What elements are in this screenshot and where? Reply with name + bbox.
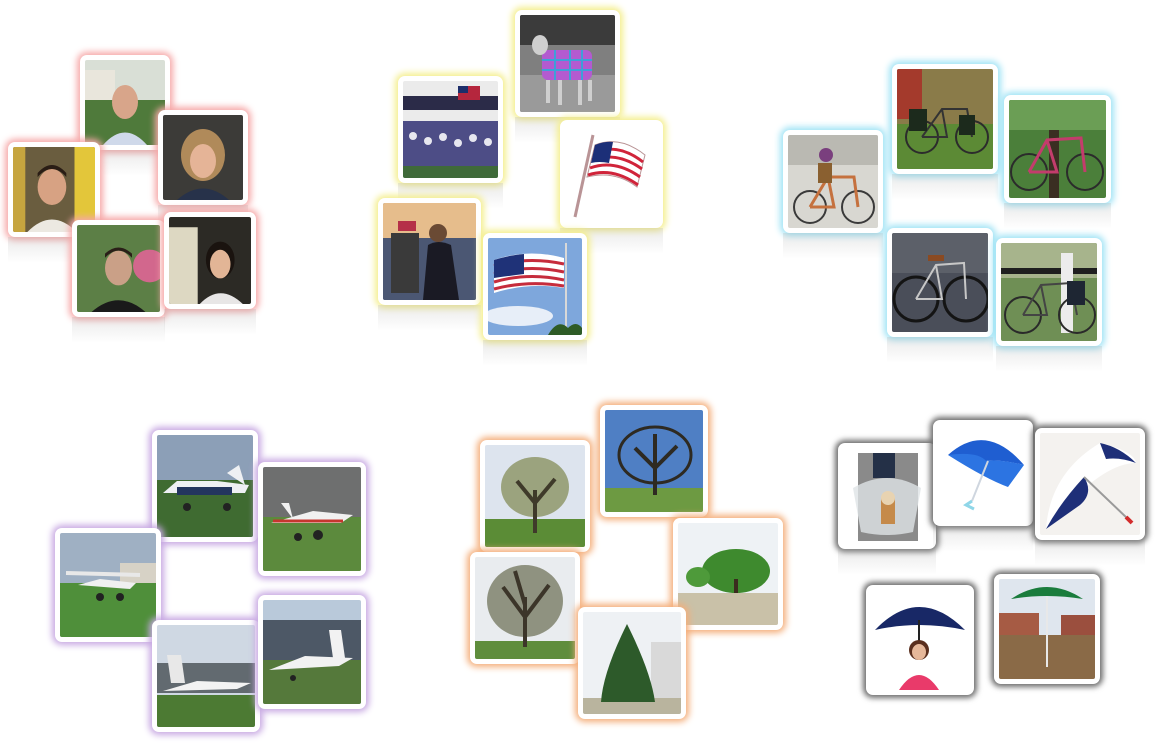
tree-photo-tall-bare[interactable]	[470, 552, 580, 664]
airplane-photo-turboprop-hangar[interactable]	[258, 595, 366, 709]
umbrella-photo-blue-folding[interactable]	[933, 420, 1033, 552]
flag-photo-flagpole-sky[interactable]	[483, 233, 587, 366]
tree-photo-oak-blue-sky[interactable]	[600, 405, 708, 517]
face-photo-asian-woman[interactable]	[164, 212, 256, 335]
umbrella-photo-girl-navy[interactable]	[866, 585, 974, 695]
airplane-photo-high-wing[interactable]	[55, 528, 161, 642]
bicycle-photo-pink-road-bike[interactable]	[1004, 95, 1111, 229]
flag-photo-marching-band[interactable]	[398, 76, 503, 209]
tree-photo-bare-winter[interactable]	[480, 440, 590, 552]
airplane-photo-piper-blue[interactable]	[152, 430, 258, 542]
face-photo-older-man[interactable]	[80, 55, 170, 176]
bicycle-photo-rider-city[interactable]	[783, 130, 883, 259]
flag-photo-boat-at-sunset[interactable]	[378, 198, 481, 331]
face-photo-man-outdoors[interactable]	[72, 220, 165, 343]
tree-photo-leafy-green[interactable]	[673, 518, 783, 630]
airplane-photo-business-jet[interactable]	[152, 620, 260, 732]
bicycle-photo-red-touring[interactable]	[892, 64, 998, 200]
airplane-photo-red-stripe[interactable]	[258, 462, 366, 576]
bicycle-photo-studio-black[interactable]	[887, 228, 993, 363]
umbrella-photo-navy-white-golf[interactable]	[1035, 428, 1145, 566]
bicycle-photo-parked-fence[interactable]	[996, 238, 1102, 372]
umbrella-photo-green-field[interactable]	[994, 574, 1100, 684]
tree-photo-conifer[interactable]	[578, 607, 686, 719]
umbrella-photo-dog-clear[interactable]	[838, 443, 936, 575]
